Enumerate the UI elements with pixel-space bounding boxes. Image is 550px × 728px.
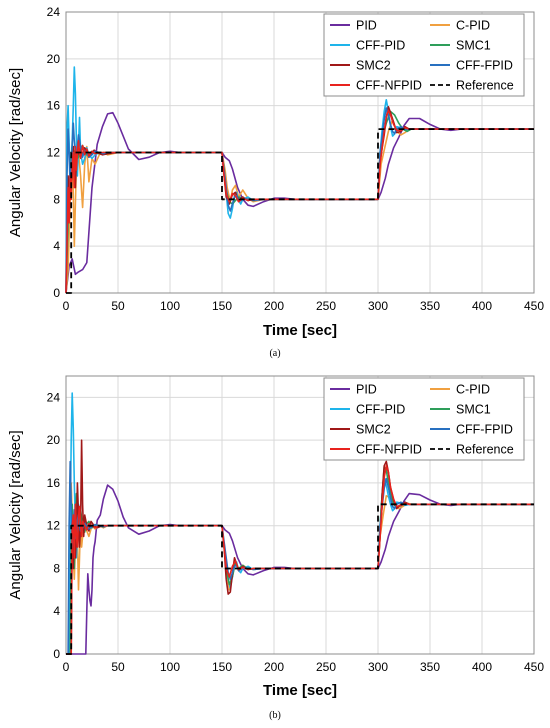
chart-a-series-c-pid [65, 118, 534, 294]
chart-a-legend-box [323, 13, 525, 97]
chart-b-xtick-label: 0 [63, 660, 70, 674]
chart-a-y-axis-label: Angular Velocity [rad/sec] [7, 68, 24, 237]
chart-b-plot-border [65, 375, 535, 655]
chart-b-legend: PID C-PID CFF-PID SMC1 SMC2 CFF-FPID CFF-NFPID… [323, 377, 525, 461]
chart-a-ytick-label: 24 [47, 5, 61, 19]
chart-a-plot-border [65, 11, 535, 294]
chart-b-series [66, 392, 534, 655]
chart-b-xtick-label: 150 [212, 660, 232, 674]
chart-b-frame [65, 375, 535, 655]
chart-b-legend-label-cff-fpid: CFF-FPID [456, 423, 513, 437]
chart-b-series-pid [66, 484, 534, 655]
chart-b-xtick-label: 400 [472, 660, 492, 674]
chart-b-legend-label-smc1: SMC1 [456, 403, 491, 417]
chart-b-xtick-label: 200 [264, 660, 284, 674]
chart-b-ytick-label: 4 [53, 604, 60, 618]
chart-b-ytick-label: 12 [47, 519, 61, 533]
chart-b-series-cff-nfpid [66, 464, 534, 655]
chart-a-ytick-label: 20 [47, 52, 61, 66]
chart-a-frame [65, 11, 535, 294]
chart-b-legend-box [323, 377, 525, 461]
chart-a-legend-label-smc2: SMC2 [356, 59, 391, 73]
chart-b-series-smc2 [66, 439, 534, 655]
chart-a-legend-label-cff-nfpid: CFF-NFPID [356, 79, 422, 93]
chart-a-x-axis-label: Time [sec] [263, 322, 337, 339]
chart-a-ytick-label: 0 [53, 286, 60, 300]
chart-b-caption: (b) [269, 710, 281, 721]
chart-a-ytick-labels: 0 4 8 12 16 20 24 [47, 5, 61, 300]
chart-a-xtick-label: 0 [63, 299, 70, 313]
chart-b-ytick-labels: 0 4 8 12 16 20 24 [47, 390, 61, 661]
chart-a-series-smc1 [65, 110, 534, 294]
chart-a-legend-label-pid: PID [356, 19, 377, 33]
chart-a-series-reference [66, 128, 534, 294]
chart-b-series-cff-fpid [66, 460, 534, 655]
chart-b-xtick-label: 250 [316, 660, 336, 674]
chart-b-xtick-label: 300 [368, 660, 388, 674]
chart-a-series [65, 66, 534, 294]
chart-b-xtick-label: 100 [160, 660, 180, 674]
chart-a-series-cff-pid [65, 66, 534, 294]
chart-b-xtick-labels: 0 50 100 150 200 250 300 350 400 450 [63, 660, 545, 674]
chart-a-legend-label-cff-pid: CFF-PID [356, 39, 405, 53]
chart-a-xtick-label: 250 [316, 299, 336, 313]
chart-a-ytick-label: 12 [47, 146, 61, 160]
chart-a-xtick-label: 400 [472, 299, 492, 313]
chart-a-xtick-label: 150 [212, 299, 232, 313]
chart-b-legend-label-pid: PID [356, 383, 377, 397]
chart-a-xtick-labels: 0 50 100 150 200 250 300 350 400 450 [63, 299, 545, 313]
chart-a-ytick-label: 4 [53, 239, 60, 253]
chart-a-legend-label-smc1: SMC1 [456, 39, 491, 53]
chart-b-ytick-label: 24 [47, 390, 61, 404]
chart-a-xtick-label: 300 [368, 299, 388, 313]
chart-a-legend-label-reference: Reference [456, 79, 514, 93]
chart-a-caption: (a) [269, 348, 280, 359]
chart-a-series-pid [65, 111, 534, 294]
chart-a-legend-label-c-pid: C-PID [456, 19, 490, 33]
chart-b-x-axis-label: Time [sec] [263, 682, 337, 699]
chart-b-xtick-label: 450 [524, 660, 544, 674]
chart-b-ytick-label: 16 [47, 476, 61, 490]
chart-b-y-axis-label: Angular Velocity [rad/sec] [7, 430, 24, 599]
chart-b-legend-label-smc2: SMC2 [356, 423, 391, 437]
chart-b-xtick-label: 50 [111, 660, 125, 674]
chart-a-xtick-label: 100 [160, 299, 180, 313]
chart-b: 0 50 100 150 200 250 300 350 400 450 04812162024 … [7, 375, 545, 721]
chart-b-ytick-label: 20 [47, 433, 61, 447]
chart-b-legend-label-cff-nfpid: CFF-NFPID [356, 443, 422, 457]
chart-a-xtick-label: 200 [264, 299, 284, 313]
chart-a-ytick-label: 8 [53, 192, 60, 206]
chart-a-legend: PID C-PID CFF-PID SMC1 SMC2 CFF-FPID CFF-NFPID… [323, 13, 525, 97]
chart-a-ytick-label: 16 [47, 99, 61, 113]
chart-b-series-reference [66, 503, 534, 655]
chart-b-legend-label-c-pid: C-PID [456, 383, 490, 397]
chart-a: 0 50 100 150 200 250 300 350 400 450 04812162024 … [7, 5, 544, 359]
chart-b-series-smc1 [66, 466, 534, 655]
chart-b-ytick-label: 8 [53, 561, 60, 575]
chart-a-xtick-label: 450 [524, 299, 544, 313]
chart-a-series-cff-nfpid [65, 109, 534, 294]
chart-a-xtick-label: 50 [111, 299, 125, 313]
chart-a-series-cff-fpid [65, 107, 534, 294]
chart-b-legend-label-reference: Reference [456, 443, 514, 457]
chart-b-xtick-label: 350 [420, 660, 440, 674]
chart-b-ytick-label: 0 [53, 647, 60, 661]
chart-a-legend-label-cff-fpid: CFF-FPID [456, 59, 513, 73]
chart-b-legend-label-cff-pid: CFF-PID [356, 403, 405, 417]
chart-a-xtick-label: 350 [420, 299, 440, 313]
